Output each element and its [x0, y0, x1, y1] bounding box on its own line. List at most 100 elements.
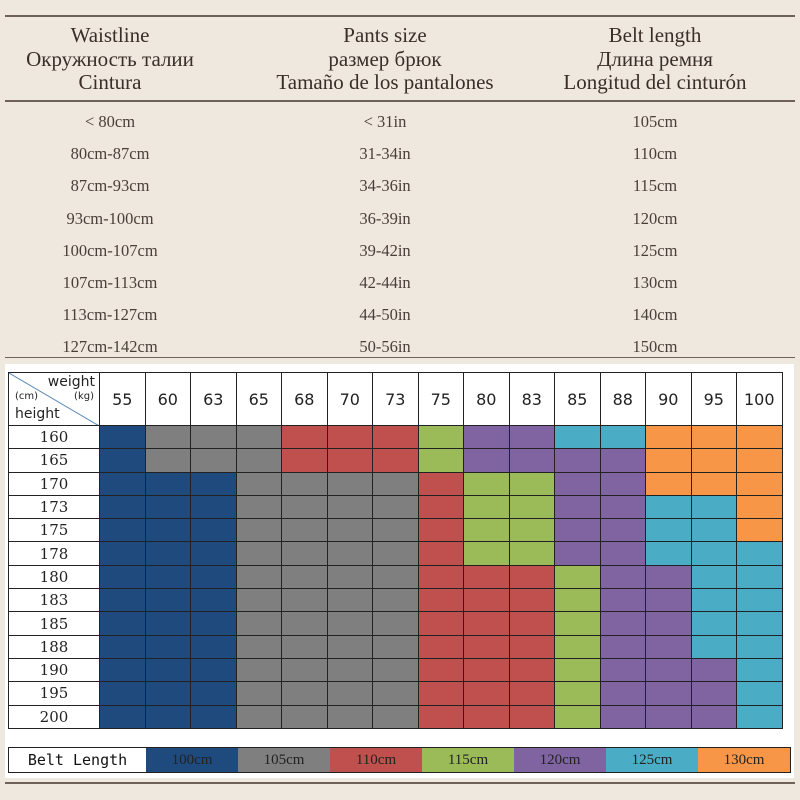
belt-size-cell-130 — [736, 424, 783, 450]
size-value: 44-50in — [359, 305, 411, 325]
weight-label: weight — [47, 374, 95, 390]
size-value: 105cm — [632, 112, 678, 131]
belt-size-cell-125 — [690, 564, 737, 590]
size-value: 36-39in — [359, 208, 411, 228]
belt-size-cell-105 — [144, 448, 191, 473]
belt-size-cell-105 — [372, 611, 419, 636]
belt-size-cell-105 — [281, 681, 328, 706]
size-column-header: Pants size размер брюк Tamaño de los panta… — [250, 23, 520, 95]
header-line: Belt length — [608, 23, 702, 47]
weight-header: 88 — [599, 372, 646, 426]
belt-size-cell-105 — [144, 424, 191, 450]
belt-size-cell-105 — [190, 424, 237, 450]
belt-size-cell-110 — [417, 518, 464, 543]
belt-size-cell-130 — [645, 471, 692, 496]
size-value: < 31in — [363, 112, 407, 131]
diagonal-line — [9, 373, 98, 425]
belt-size-cell-110 — [463, 681, 510, 706]
belt-size-cell-120 — [554, 541, 601, 566]
grid-row: 190 — [8, 657, 783, 683]
grid-row: 170 — [8, 471, 783, 496]
legend-label: Belt Length — [9, 748, 146, 772]
belt-size-cell-120 — [599, 681, 646, 706]
grid-row: 188 — [8, 634, 783, 659]
belt-size-cell-110 — [508, 564, 555, 590]
belt-size-cell-100 — [144, 541, 191, 566]
height-label: 180 — [8, 564, 100, 590]
grid-row: 185 — [8, 611, 783, 636]
weight-header: 63 — [190, 372, 237, 426]
belt-size-cell-120 — [645, 704, 692, 729]
belt-size-cell-100 — [190, 611, 237, 636]
belt-size-cell-115 — [554, 681, 601, 706]
belt-size-cell-110 — [417, 471, 464, 496]
height-label: height — [15, 406, 60, 422]
header-line: Waistline — [70, 23, 150, 47]
belt-size-cell-125 — [736, 541, 783, 566]
header-line: Cintura — [78, 70, 142, 94]
belt-size-cell-100 — [144, 494, 191, 520]
belt-size-cell-105 — [326, 681, 373, 706]
belt-size-cell-130 — [690, 424, 737, 450]
belt-size-cell-105 — [281, 657, 328, 683]
size-value: 120cm — [632, 208, 678, 228]
belt-size-cell-120 — [554, 494, 601, 520]
belt-size-cell-105 — [326, 588, 373, 613]
belt-size-cell-105 — [372, 588, 419, 613]
belt-size-cell-105 — [281, 494, 328, 520]
belt-size-cell-100 — [99, 494, 146, 520]
size-value: < 80cm — [84, 112, 136, 131]
belt-size-cell-100 — [99, 634, 146, 659]
header-line: размер брюк — [328, 46, 442, 71]
height-label: 160 — [8, 424, 100, 450]
belt-size-cell-115 — [508, 541, 555, 566]
cm-unit: (cm) — [15, 391, 39, 402]
belt-size-cell-100 — [190, 704, 237, 729]
belt-size-cell-100 — [99, 518, 146, 543]
belt-size-cell-105 — [326, 704, 373, 729]
belt-size-cell-130 — [736, 518, 783, 543]
top-divider — [5, 15, 795, 17]
belt-size-cell-105 — [235, 518, 282, 543]
belt-size-cell-120 — [554, 448, 601, 473]
belt-size-cell-105 — [235, 494, 282, 520]
belt-size-cell-105 — [281, 611, 328, 636]
belt-size-cell-125 — [690, 611, 737, 636]
belt-size-cell-100 — [99, 704, 146, 729]
belt-size-cell-125 — [645, 518, 692, 543]
belt-size-cell-115 — [554, 704, 601, 729]
belt-size-cell-100 — [99, 588, 146, 613]
size-value: 39-42in — [359, 240, 411, 260]
belt-size-cell-105 — [326, 611, 373, 636]
grid-row: 160 — [8, 424, 783, 450]
height-label: 188 — [8, 634, 100, 659]
size-value: 87cm-93cm — [70, 176, 150, 196]
belt-size-cell-105 — [372, 704, 419, 729]
belt-size-cell-105 — [235, 611, 282, 636]
belt-size-cell-120 — [690, 704, 737, 729]
belt-size-cell-120 — [599, 588, 646, 613]
belt-size-cell-100 — [190, 681, 237, 706]
belt-size-cell-100 — [99, 657, 146, 683]
table-bottom-divider — [5, 357, 795, 358]
size-value: 150cm — [632, 337, 678, 357]
belt-size-cell-110 — [463, 588, 510, 613]
belt-size-cell-105 — [281, 471, 328, 496]
legend-swatch: 125cm — [606, 748, 698, 772]
belt-size-cell-100 — [99, 424, 146, 450]
weight-header: 85 — [554, 372, 601, 426]
belt-size-cell-110 — [508, 634, 555, 659]
belt-size-cell-105 — [235, 681, 282, 706]
weight-header: 70 — [326, 372, 373, 426]
belt-size-cell-110 — [463, 704, 510, 729]
belt-size-cell-105 — [326, 518, 373, 543]
belt-size-cell-120 — [690, 681, 737, 706]
belt-size-cell-115 — [463, 518, 510, 543]
belt-size-cell-115 — [554, 634, 601, 659]
header-line: Tamaño de los pantalones — [276, 70, 494, 94]
belt-size-cell-125 — [645, 494, 692, 520]
belt-size-cell-120 — [599, 634, 646, 659]
belt-size-cell-110 — [508, 611, 555, 636]
belt-size-cell-110 — [508, 657, 555, 683]
belt-size-cell-110 — [417, 704, 464, 729]
